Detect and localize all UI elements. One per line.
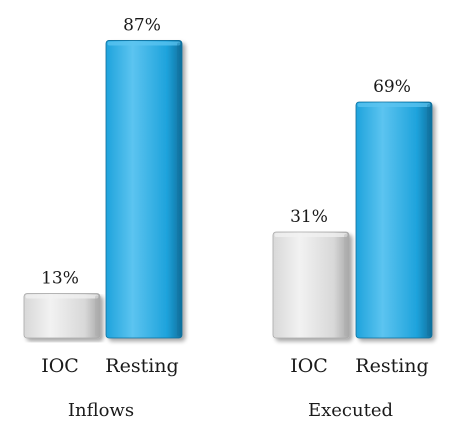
bar-top-inflows-resting: [107, 41, 181, 46]
bar-side-inflows-resting: [177, 42, 181, 337]
bar-top-executed-resting: [357, 103, 431, 108]
bar-executed-ioc: [272, 231, 350, 339]
labels-layer: 13% IOC 87% Resting Inflows 31% IOC 69% Resting E…: [41, 15, 429, 421]
category-label-executed-resting: Resting: [355, 355, 428, 377]
value-label-executed-resting: 69%: [373, 77, 411, 97]
bar-side-executed-resting: [427, 104, 431, 337]
bars-layer: [23, 40, 433, 339]
bar-inflows-ioc: [23, 293, 101, 339]
value-label-executed-ioc: 31%: [290, 207, 328, 227]
category-label-executed-ioc: IOC: [290, 355, 328, 377]
category-label-inflows-ioc: IOC: [41, 355, 79, 377]
bar-inflows-resting: [105, 40, 183, 339]
bar-executed-resting: [355, 101, 433, 339]
bar-top-executed-ioc: [274, 232, 348, 237]
value-label-inflows-resting: 87%: [123, 15, 161, 35]
group-label-executed: Executed: [308, 400, 393, 421]
category-label-inflows-resting: Resting: [105, 355, 178, 377]
group-label-inflows: Inflows: [68, 400, 134, 421]
bar-top-inflows-ioc: [25, 294, 99, 299]
bar-group-inflows: [23, 40, 183, 339]
value-label-inflows-ioc: 13%: [41, 269, 79, 289]
bar-side-inflows-ioc: [95, 295, 99, 336]
bar-group-executed: [272, 101, 433, 339]
bar-side-executed-ioc: [344, 233, 348, 336]
